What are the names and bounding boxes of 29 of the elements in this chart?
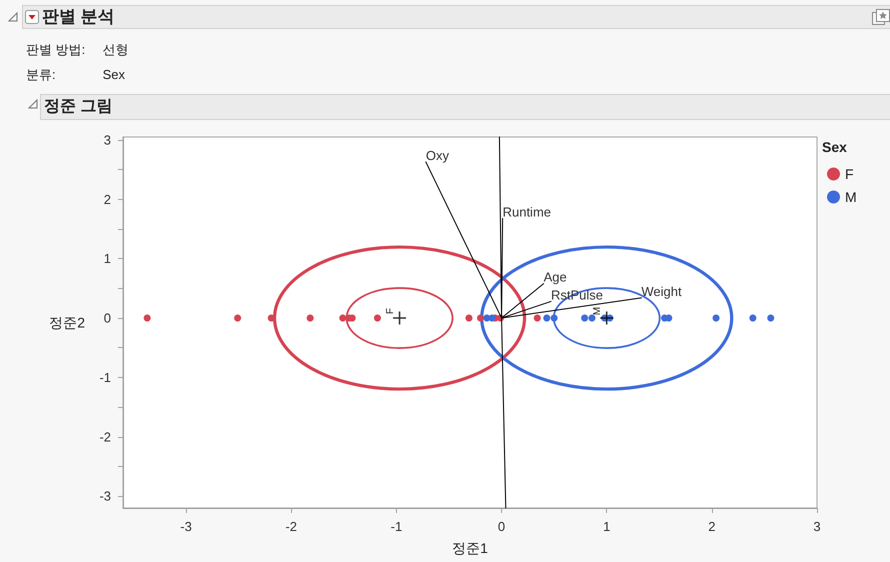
x-tick-label: -3 — [180, 519, 192, 534]
legend-label: F — [845, 166, 854, 182]
text: 판별 방법: 선형 — [26, 42, 129, 57]
legend-title: Sex — [822, 139, 848, 155]
chart-title: 판별 분석 — [42, 6, 115, 28]
y-tick-label: -1 — [99, 370, 111, 385]
y-tick-label: 1 — [104, 251, 111, 266]
annotation: M — [592, 306, 604, 316]
series-label: Weight — [641, 284, 682, 299]
x-axis-title: 정준1 — [452, 540, 488, 556]
x-tick-label: -1 — [390, 519, 402, 534]
y-tick-label: 3 — [104, 132, 111, 148]
y-tick-label: 0 — [104, 310, 111, 326]
series-label: Age — [544, 270, 567, 285]
series-label: Oxy — [426, 148, 450, 163]
text: 분류: Sex — [26, 67, 126, 82]
x-tick-label: 0 — [498, 519, 506, 534]
y-tick-label: -3 — [99, 488, 111, 504]
x-tick-label: 2 — [708, 519, 716, 534]
x-tick-label: 1 — [603, 519, 610, 534]
x-tick-label: 3 — [813, 519, 821, 534]
chart-subtitle: 정준 그림 — [44, 97, 112, 117]
y-axis-title: 정준2 — [49, 314, 86, 330]
series-label: Runtime — [502, 204, 552, 220]
legend-label: M — [845, 189, 857, 205]
y-tick-label: 2 — [104, 192, 111, 207]
annotation: F — [385, 308, 396, 314]
x-tick-label: -2 — [285, 519, 298, 534]
y-tick-label: -2 — [99, 429, 111, 444]
